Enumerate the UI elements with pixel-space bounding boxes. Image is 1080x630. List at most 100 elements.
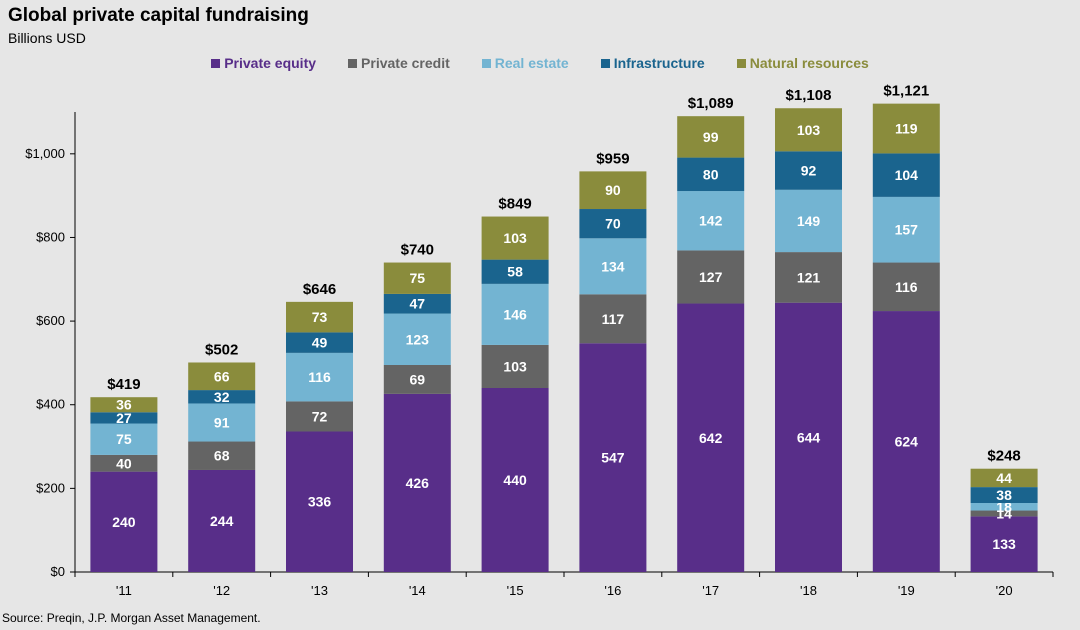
bar-total-label: $740 (401, 242, 434, 259)
bar-value-label: 119 (895, 121, 918, 137)
bar-total-label: $419 (107, 376, 140, 393)
bar-segment (286, 352, 353, 402)
bar-segment (677, 303, 745, 572)
bar-value-label: 624 (895, 434, 919, 450)
bar-segment (970, 503, 1038, 511)
bar-segment (188, 441, 256, 470)
bar-value-label: 92 (801, 163, 817, 179)
bar-value-label: 103 (503, 230, 527, 246)
bar-segment (286, 301, 353, 333)
y-tick-label: $0 (51, 564, 65, 579)
bar-segment (383, 293, 451, 314)
y-tick-label: $400 (36, 397, 65, 412)
bar-segment (970, 468, 1038, 488)
bar-value-label: 240 (112, 514, 136, 530)
y-tick-label: $800 (36, 229, 65, 244)
y-tick-label: $1,000 (25, 146, 65, 161)
bar-segment (579, 343, 647, 572)
legend-item-natural-resources: Natural resources (736, 55, 869, 71)
bar-segment (481, 259, 549, 284)
bar-value-label: 91 (214, 415, 230, 431)
legend-label: Private equity (224, 55, 317, 71)
bar-value-label: 27 (116, 410, 132, 426)
bar-value-label: 99 (703, 129, 719, 145)
bar-value-label: 72 (312, 408, 328, 424)
bar-segment (677, 116, 745, 158)
legend-swatch (481, 58, 491, 68)
legend-item-private-credit: Private credit (348, 55, 450, 71)
bar-total-label: $849 (498, 196, 531, 213)
y-tick-label: $200 (36, 480, 65, 495)
legend-swatch (348, 58, 358, 68)
x-tick-label: '15 (507, 583, 524, 598)
bar-segment (579, 294, 647, 344)
bar-segment (677, 191, 745, 251)
legend-swatch (600, 58, 610, 68)
bar-value-label: 58 (507, 264, 523, 280)
bar-value-label: 157 (895, 222, 919, 238)
bar-segment (775, 252, 842, 303)
x-tick-label: '18 (800, 583, 817, 598)
bar-total-label: $1,121 (883, 83, 929, 100)
legend-item-infrastructure: Infrastructure (600, 55, 705, 71)
bar-segment (481, 344, 549, 388)
bar-segment (775, 189, 842, 253)
bar-segment (872, 262, 940, 312)
bar-value-label: 38 (996, 487, 1012, 503)
bar-value-label: 103 (503, 358, 527, 374)
x-tick-label: '11 (116, 583, 132, 598)
bar-value-label: 32 (214, 389, 230, 405)
bar-segment (90, 397, 158, 413)
legend-item-real-estate: Real estate (481, 55, 569, 71)
bar-value-label: 66 (214, 368, 230, 384)
legend-swatch (211, 58, 221, 68)
bar-total-label: $1,089 (688, 95, 734, 112)
chart-legend: Private equity Private credit Real estat… (0, 55, 1080, 71)
bar-value-label: 146 (503, 306, 527, 322)
bar-segment (677, 157, 745, 192)
bar-value-label: 121 (797, 269, 821, 285)
bar-segment (872, 196, 940, 263)
bar-segment (188, 469, 256, 572)
bar-value-label: 133 (992, 536, 1016, 552)
bar-total-label: $959 (596, 150, 629, 167)
bar-segment (579, 238, 647, 295)
bar-value-label: 426 (406, 475, 430, 491)
bar-segment (775, 151, 842, 190)
legend-label: Private credit (361, 55, 450, 71)
x-tick-label: '13 (311, 583, 328, 598)
x-tick-label: '19 (898, 583, 915, 598)
bar-value-label: 244 (210, 513, 234, 529)
bar-total-label: $248 (987, 448, 1020, 465)
bar-segment (286, 431, 353, 572)
bar-value-label: 123 (406, 331, 430, 347)
bar-segment (579, 209, 647, 239)
chart-subtitle: Billions USD (8, 30, 86, 46)
bar-value-label: 69 (410, 371, 426, 387)
bar-value-label: 44 (996, 470, 1012, 486)
bar-value-label: 47 (410, 296, 426, 312)
legend-item-private-equity: Private equity (211, 55, 316, 71)
bar-total-label: $646 (303, 281, 336, 298)
bar-segment (383, 262, 451, 294)
bar-value-label: 104 (895, 167, 919, 183)
bar-value-label: 127 (699, 269, 723, 285)
bar-value-label: 142 (699, 213, 723, 229)
bar-segment (677, 250, 745, 304)
bar-value-label: 440 (503, 472, 527, 488)
x-tick-label: '12 (213, 583, 230, 598)
bar-segment (970, 487, 1038, 503)
x-tick-label: '17 (702, 583, 719, 598)
x-tick-label: '16 (604, 583, 621, 598)
bar-value-label: 75 (410, 270, 426, 286)
legend-label: Infrastructure (613, 55, 705, 71)
x-tick-label: '20 (996, 583, 1013, 598)
bar-segment (872, 311, 940, 572)
bar-segment (383, 393, 451, 572)
y-tick-label: $600 (36, 313, 65, 328)
bar-segment (90, 423, 158, 455)
bar-segment (90, 454, 158, 472)
bar-value-label: 547 (601, 450, 625, 466)
bar-segment (579, 171, 647, 210)
